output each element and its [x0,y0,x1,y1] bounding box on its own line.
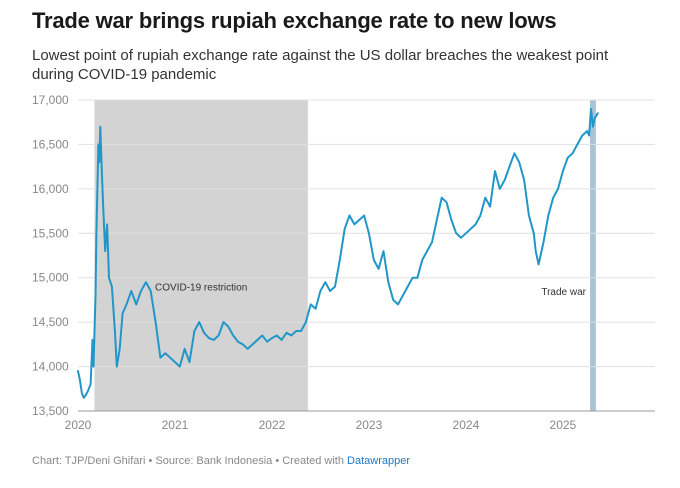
x-tick-label: 2025 [550,418,577,432]
y-axis-ticks: 17,000 16,500 16,000 15,500 15,000 14,500 14,0… [32,93,69,418]
x-tick-label: 2020 [65,418,92,432]
y-tick-label: 17,000 [32,93,69,107]
rupiah-exchange-rate-line [77,107,599,399]
y-tick-label: 16,500 [32,137,69,151]
chart-title: Trade war brings rupiah exchange rate to… [32,8,557,33]
x-axis-ticks: 2020 2021 2022 2023 2024 2025 [65,418,577,432]
y-tick-label: 14,500 [32,315,69,329]
line-chart: 17,000 16,500 16,000 15,500 15,000 14,500 14,0… [32,93,655,432]
chart-footer: Chart: TJP/Deni Ghifari • Source: Bank I… [32,455,410,467]
datawrapper-link[interactable]: Datawrapper [347,455,411,467]
covid-restriction-band [94,100,308,411]
y-tick-label: 15,500 [32,226,69,240]
y-tick-label: 16,000 [32,182,69,196]
annotation-bands [94,100,596,411]
y-tick-label: 14,000 [32,360,69,374]
covid-restriction-label: COVID-19 restriction [155,283,247,294]
footer-credit: Chart: TJP/Deni Ghifari • Source: Bank I… [32,455,344,467]
y-tick-label: 13,500 [32,404,69,418]
x-tick-label: 2024 [453,418,480,432]
annotations: COVID-19 restriction Trade war [155,283,587,298]
x-tick-label: 2023 [356,418,383,432]
y-tick-label: 15,000 [32,271,69,285]
x-tick-label: 2021 [162,418,189,432]
trade-war-band [590,100,596,411]
chart-subtitle: Lowest point of rupiah exchange rate aga… [32,47,609,83]
series-layer [77,107,599,399]
trade-war-label: Trade war [541,287,586,298]
gridlines [78,99,655,412]
x-tick-label: 2022 [259,418,286,432]
